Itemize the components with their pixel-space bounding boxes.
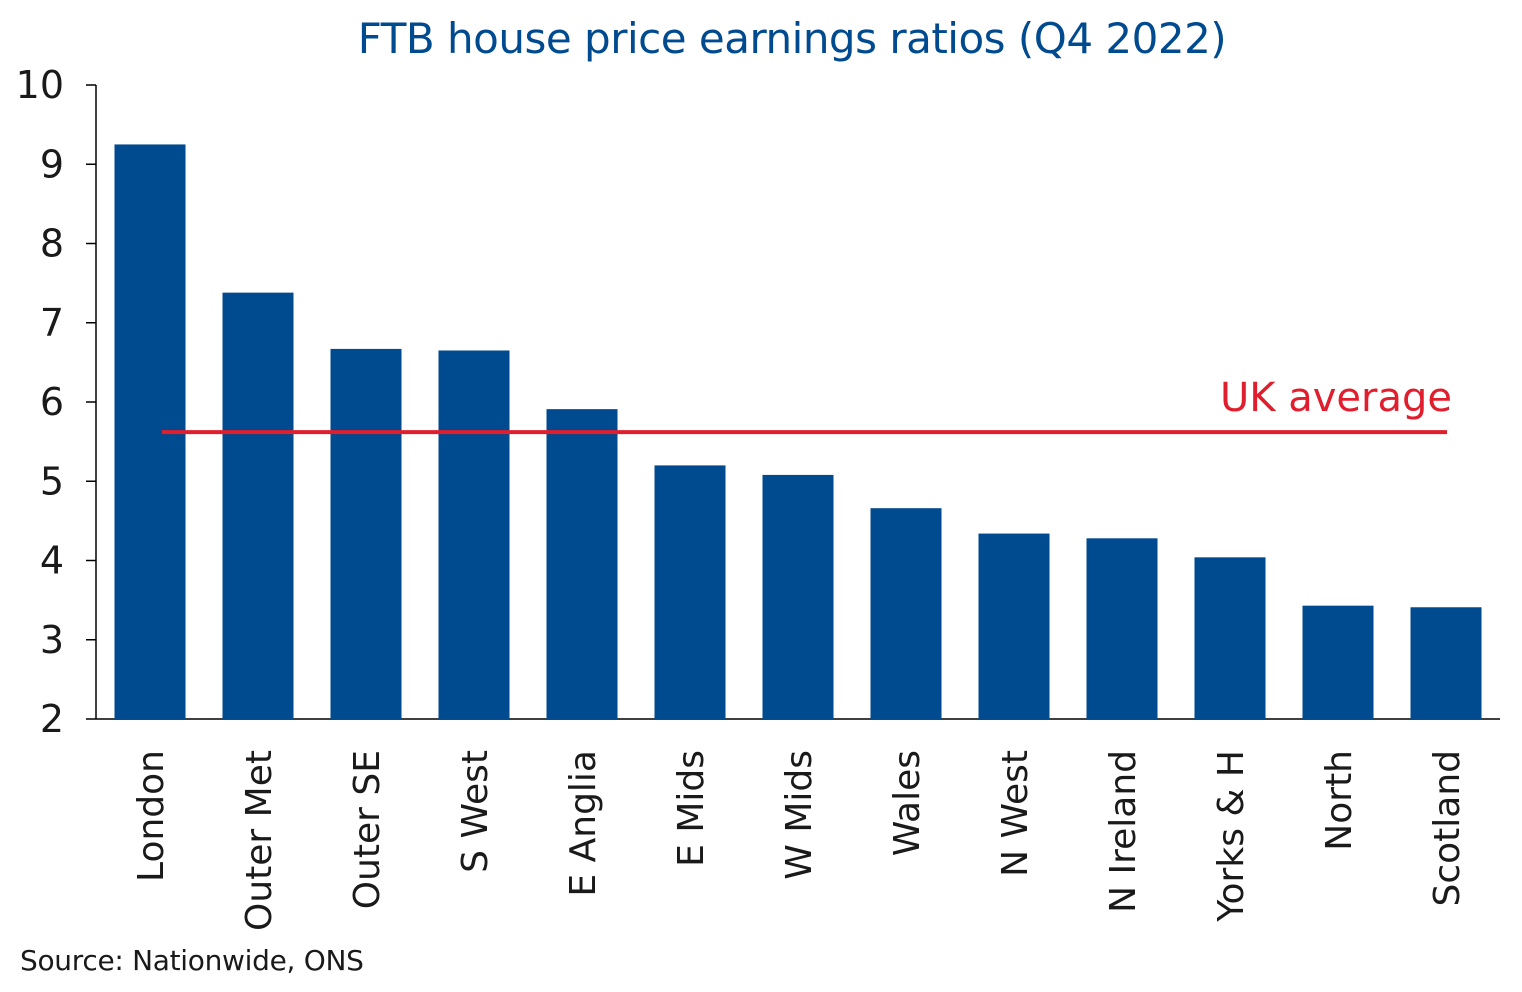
y-tick-label: 2 (40, 697, 64, 741)
bar (330, 348, 402, 719)
uk-average-line-group: UK average (162, 375, 1452, 435)
bar (1302, 605, 1374, 719)
category-label: Outer Met (239, 750, 280, 931)
bar (222, 292, 294, 719)
bar (762, 474, 834, 719)
bar (1194, 557, 1266, 719)
category-label: Yorks & H (1211, 750, 1252, 923)
category-label: W Mids (779, 750, 820, 880)
category-label: Wales (887, 750, 928, 856)
uk-average-label: UK average (1220, 375, 1452, 421)
y-tick-label: 8 (40, 222, 64, 266)
bar (1410, 607, 1482, 719)
category-label: S West (455, 750, 496, 873)
chart-title: FTB house price earnings ratios (Q4 2022… (357, 14, 1227, 63)
category-label: E Mids (671, 750, 712, 867)
category-label: Outer SE (347, 750, 388, 909)
y-tick-label: 9 (40, 142, 64, 186)
category-label: E Anglia (563, 750, 604, 897)
y-tick-label: 3 (40, 618, 64, 662)
bar (1086, 538, 1158, 719)
y-tick-label: 6 (40, 380, 64, 424)
category-label: N West (995, 750, 1036, 877)
category-label: Scotland (1427, 750, 1468, 907)
y-tick-label: 4 (40, 539, 64, 583)
category-label: London (131, 750, 172, 882)
category-labels: London Outer Met Outer SE S West E Anglia E M… (131, 750, 1468, 931)
bar (870, 508, 942, 719)
bar (978, 533, 1050, 719)
category-label: North (1319, 750, 1360, 851)
category-label: N Ireland (1103, 750, 1144, 913)
y-tick-label: 10 (16, 63, 64, 107)
bar (546, 409, 618, 719)
y-tick-label: 5 (40, 459, 64, 503)
y-tick-label: 7 (40, 301, 64, 345)
source-note: Source: Nationwide, ONS (20, 944, 364, 977)
bars (114, 144, 1482, 719)
bar (654, 465, 726, 719)
bar (438, 350, 510, 719)
